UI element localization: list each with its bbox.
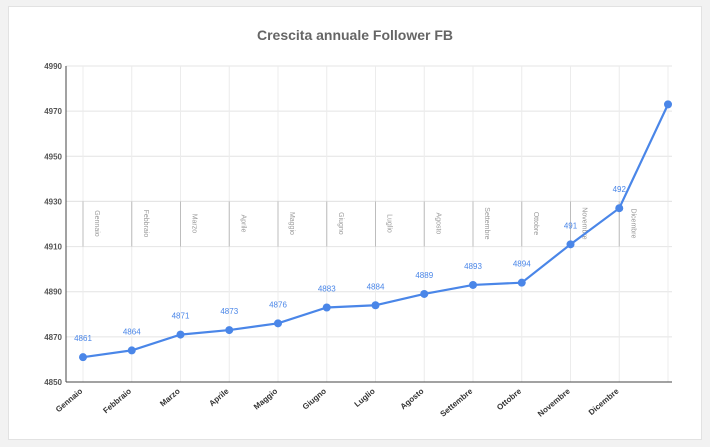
x-tick-label: Giugno [301,387,328,412]
x-tick-label: Luglio [353,387,377,409]
x-tick-label: Dicembre [587,386,621,417]
vertical-month-label: Ottobre [532,212,539,235]
data-point [274,319,282,328]
y-tick-label: 4950 [44,152,62,161]
data-point [469,280,477,289]
vertical-label-layer: Gennaio Febbraio Marzo Aprile Maggio Giugno Lu… [82,201,636,247]
data-point [615,204,624,213]
y-tick-label: 4930 [44,197,62,206]
vertical-month-label: Febbraio [142,210,149,238]
vertical-month-label: Gennaio [93,210,100,237]
x-tick-label: Ottobre [495,386,523,412]
data-label: 4861 [74,334,92,343]
vertical-month-label: Novembre [581,207,588,239]
data-label: 4873 [220,307,238,316]
x-tick-label: Gennaio [54,387,84,415]
x-tick-label: Febbraio [101,387,133,416]
data-point [79,353,87,362]
data-point [371,301,380,310]
chart-title: Crescita annuale Follower FB [257,27,453,43]
vertical-month-label: Luglio [386,214,393,233]
vertical-month-label: Agosto [434,213,441,235]
axis-layer: 4850 4870 4890 4910 4930 4950 4970 4990 Gennaio F… [44,62,672,419]
data-point [517,278,526,287]
data-label: 4893 [464,262,482,271]
vertical-month-label: Marzo [191,214,198,234]
data-label: 4871 [172,312,190,321]
y-tick-label: 4870 [44,333,62,342]
vertical-month-label: Aprile [239,214,246,232]
y-tick-label: 4850 [44,378,62,387]
data-label: 492 [613,185,627,194]
data-point [225,326,234,335]
label-layer: 4861 4864 4871 4873 4876 4883 4884 4889 4893 4894… [74,185,626,343]
data-label: 4894 [513,260,531,269]
y-tick-label: 4990 [44,62,62,71]
data-point [420,289,429,298]
vertical-month-label: Settembre [483,207,490,239]
data-label: 491 [564,221,578,230]
data-point [566,240,575,249]
data-point [664,100,672,109]
y-tick-label: 4910 [44,243,62,252]
vertical-month-label: Giugno [337,212,344,235]
vertical-month-label: Dicembre [629,208,636,238]
series-layer [79,100,672,362]
data-label: 4884 [367,282,385,291]
x-tick-label: Aprile [207,386,231,408]
data-point [322,303,331,312]
chart-card [8,6,702,440]
y-tick-label: 4970 [44,107,62,116]
y-tick-label: 4890 [44,288,62,297]
x-tick-label: Marzo [158,387,182,409]
x-tick-label: Agosto [399,387,426,412]
data-point [127,346,136,355]
x-tick-label: Settembre [439,386,475,418]
data-label: 4889 [415,271,433,280]
x-tick-label: Novembre [536,386,572,418]
vertical-month-label: Maggio [288,212,295,235]
data-label: 4876 [269,300,287,309]
data-point [176,330,185,339]
x-tick-label: Maggio [252,387,279,412]
data-label: 4864 [123,327,141,336]
data-label: 4883 [318,285,336,294]
